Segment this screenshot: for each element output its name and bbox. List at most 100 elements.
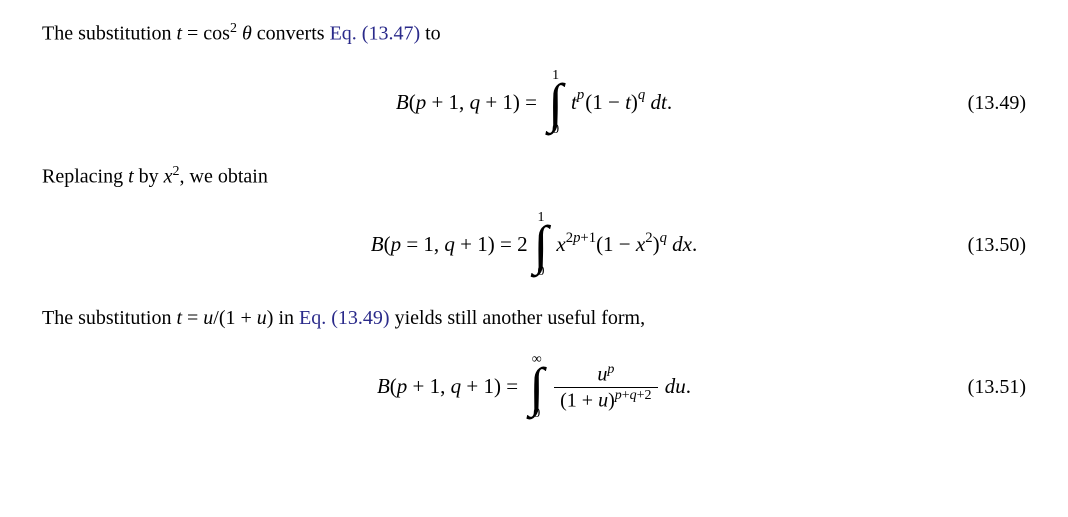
equation-13-49: B(p + 1, q + 1) = 1∫0tp(1 − t)q dt. (13.…: [42, 63, 1026, 143]
eq2-body: B(p = 1, q + 1) = 21∫0x2p+1(1 − x2)q dx.: [371, 211, 698, 279]
eq3-num-u: u: [597, 364, 607, 386]
eq2-x2exp: 2: [645, 230, 652, 246]
eq3-a1plus: + 1,: [407, 375, 450, 399]
eq2-fclose: ): [653, 233, 660, 257]
eq2-x1: x: [556, 233, 565, 257]
eq1-equals: =: [520, 90, 542, 114]
eq-number-13-51: (13.51): [968, 372, 1026, 402]
eq3-den-exp-tail: +2: [637, 388, 652, 403]
eq-ref-13-47[interactable]: Eq. (13.47): [330, 23, 421, 45]
para3-post: yields still another useful form,: [390, 307, 646, 329]
para3-pre: The substitution: [42, 307, 176, 329]
eq2-exp1-p1: +1: [580, 230, 596, 246]
eq2-p: p: [391, 233, 402, 257]
para1-cos-exp: 2: [230, 21, 237, 36]
para1-pre: The substitution: [42, 23, 176, 45]
eq1-t1: t: [571, 90, 577, 114]
eq3-num: up: [591, 362, 620, 387]
equation-13-51: B(p + 1, q + 1) = ∞∫0up(1 + u)p+q+2 du. …: [42, 347, 1026, 427]
eq1-p: p: [416, 90, 427, 114]
para3-u2: u: [257, 307, 267, 329]
eq3-equals: =: [501, 375, 523, 399]
eq3-lower: 0: [533, 407, 540, 421]
eq3-open: (: [390, 375, 397, 399]
eq3-du: du: [660, 375, 686, 399]
integral-symbol: ∫: [548, 81, 563, 127]
eq1-q: q: [470, 90, 481, 114]
eq2-lower: 0: [538, 265, 545, 279]
eq1-a1plus: + 1,: [426, 90, 469, 114]
eq3-fraction: up(1 + u)p+q+2: [554, 362, 657, 412]
eq1-close: ): [513, 90, 520, 114]
eq1-body: B(p + 1, q + 1) = 1∫0tp(1 − t)q dt.: [396, 69, 672, 137]
eq3-den-exp: p+q+2: [615, 388, 652, 403]
para1-post: to: [420, 23, 441, 45]
eq2-exp1-2: 2: [566, 230, 573, 246]
eq1-open: (: [409, 90, 416, 114]
eq3-den-exp-plus: +: [622, 388, 630, 403]
para3-mid: in: [273, 307, 299, 329]
integral-icon: 1∫0: [534, 211, 549, 279]
para2-post: , we obtain: [180, 165, 268, 187]
eq2-exp1: 2p+1: [566, 230, 596, 246]
para2-pre: Replacing: [42, 165, 128, 187]
paragraph-1: The substitution t = cos2 θ converts Eq.…: [42, 18, 1026, 49]
eq-number-13-50: (13.50): [968, 230, 1026, 260]
para1-mid: converts: [252, 23, 330, 45]
eq3-body: B(p + 1, q + 1) = ∞∫0up(1 + u)p+q+2 du.: [377, 353, 691, 421]
eq3-den-u: u: [598, 389, 608, 411]
eq1-exp-p: p: [577, 87, 584, 103]
para2-by: by: [134, 165, 164, 187]
eq2-a1eq: = 1,: [401, 233, 444, 257]
integral-icon: ∞∫0: [529, 353, 544, 421]
eq2-dx: dx: [667, 233, 692, 257]
paragraph-2: Replacing t by x2, we obtain: [42, 161, 1026, 192]
para1-theta: θ: [237, 23, 252, 45]
integral-symbol: ∫: [534, 223, 549, 269]
eq3-den: (1 + u)p+q+2: [554, 388, 657, 413]
eq3-den-exp-q: q: [630, 388, 637, 403]
eq1-dt: dt: [645, 90, 667, 114]
para1-cos: cos: [203, 23, 230, 45]
para3-slash: /(1 +: [213, 307, 257, 329]
page-content: The substitution t = cos2 θ converts Eq.…: [0, 0, 1068, 465]
integral-icon: 1∫0: [548, 69, 563, 137]
eq1-B: B: [396, 90, 409, 114]
eq3-den-close: ): [608, 389, 615, 411]
eq2-equals: = 2: [495, 233, 528, 257]
eq3-a2plus: + 1: [461, 375, 494, 399]
eq2-exp-q: q: [660, 230, 667, 246]
eq1-exp-q: q: [638, 87, 645, 103]
para2-xexp: 2: [173, 164, 180, 179]
eq3-den-exp-p: p: [615, 388, 622, 403]
para3-u1: u: [203, 307, 213, 329]
para2-x: x: [164, 165, 173, 187]
eq2-x2: x: [636, 233, 645, 257]
eq-ref-13-49[interactable]: Eq. (13.49): [299, 307, 390, 329]
eq3-B: B: [377, 375, 390, 399]
eq2-end: .: [692, 233, 697, 257]
equation-13-50: B(p = 1, q + 1) = 21∫0x2p+1(1 − x2)q dx.…: [42, 205, 1026, 285]
eq3-q: q: [451, 375, 462, 399]
eq3-den-open: (1 +: [560, 389, 598, 411]
eq3-p: p: [397, 375, 408, 399]
eq2-B: B: [371, 233, 384, 257]
eq1-lower: 0: [552, 123, 559, 137]
para1-eq: =: [182, 23, 203, 45]
eq2-fopen: (1 −: [596, 233, 636, 257]
eq2-close: ): [488, 233, 495, 257]
eq3-num-p: p: [607, 362, 614, 377]
eq2-a2plus: + 1: [455, 233, 488, 257]
para3-eq: =: [182, 307, 203, 329]
eq2-open: (: [384, 233, 391, 257]
eq2-q: q: [444, 233, 455, 257]
eq3-end: .: [686, 375, 691, 399]
paragraph-3: The substitution t = u/(1 + u) in Eq. (1…: [42, 303, 1026, 333]
eq1-a2plus: + 1: [480, 90, 513, 114]
eq1-fopen: (1 −: [585, 90, 625, 114]
eq3-close: ): [494, 375, 501, 399]
eq1-fclose: ): [631, 90, 638, 114]
eq1-end: .: [667, 90, 672, 114]
integral-symbol: ∫: [529, 365, 544, 411]
eq-number-13-49: (13.49): [968, 88, 1026, 118]
